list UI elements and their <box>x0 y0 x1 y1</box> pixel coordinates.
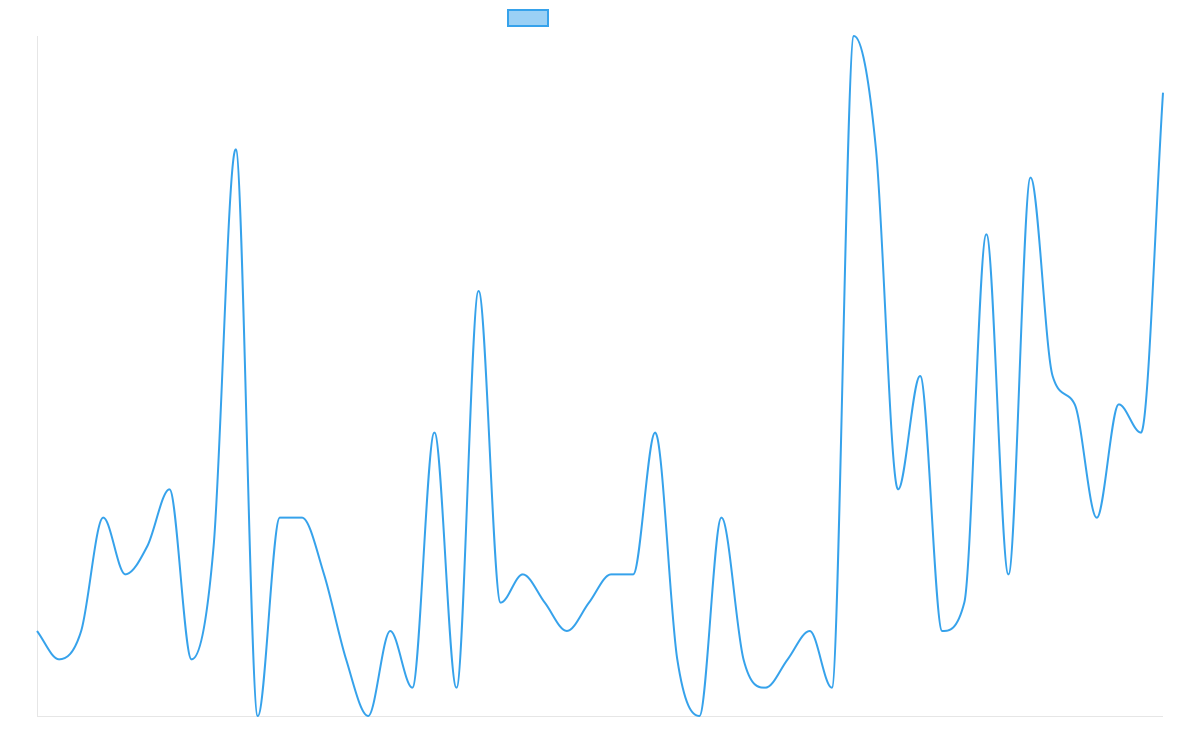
data-point[interactable] <box>387 628 393 634</box>
data-point[interactable] <box>365 713 371 719</box>
data-point[interactable] <box>321 571 327 577</box>
data-point[interactable] <box>851 33 857 39</box>
data-point[interactable] <box>144 543 150 549</box>
data-point[interactable] <box>961 600 967 606</box>
data-point[interactable] <box>829 685 835 691</box>
plot-area <box>34 33 1166 719</box>
data-point[interactable] <box>564 628 570 634</box>
data-point[interactable] <box>233 146 239 152</box>
data-point[interactable] <box>520 571 526 577</box>
data-point[interactable] <box>100 515 106 521</box>
data-point[interactable] <box>741 656 747 662</box>
data-point[interactable] <box>34 628 40 634</box>
data-point[interactable] <box>718 515 724 521</box>
data-point[interactable] <box>608 571 614 577</box>
data-point[interactable] <box>498 600 504 606</box>
data-point[interactable] <box>56 656 62 662</box>
data-point[interactable] <box>1116 401 1122 407</box>
data-point[interactable] <box>189 656 195 662</box>
data-point[interactable] <box>1028 175 1034 181</box>
data-point[interactable] <box>255 713 261 719</box>
data-point[interactable] <box>1050 373 1056 379</box>
data-point[interactable] <box>166 486 172 492</box>
data-point[interactable] <box>785 656 791 662</box>
series-line <box>36 35 1164 717</box>
data-point[interactable] <box>1094 515 1100 521</box>
data-point[interactable] <box>122 571 128 577</box>
chart-axes <box>37 36 1163 717</box>
data-point[interactable] <box>895 486 901 492</box>
data-point[interactable] <box>299 515 305 521</box>
data-point[interactable] <box>343 656 349 662</box>
legend-swatch[interactable] <box>507 9 549 27</box>
data-point[interactable] <box>630 571 636 577</box>
data-point[interactable] <box>652 430 658 436</box>
data-point[interactable] <box>939 628 945 634</box>
data-point[interactable] <box>873 146 879 152</box>
data-point[interactable] <box>763 685 769 691</box>
data-point[interactable] <box>1005 571 1011 577</box>
data-point[interactable] <box>696 713 702 719</box>
data-point[interactable] <box>78 628 84 634</box>
data-point[interactable] <box>409 685 415 691</box>
data-point[interactable] <box>476 288 482 294</box>
data-point[interactable] <box>1138 430 1144 436</box>
data-point[interactable] <box>674 656 680 662</box>
legend[interactable] <box>507 9 549 27</box>
data-point[interactable] <box>1072 401 1078 407</box>
data-point[interactable] <box>211 543 217 549</box>
data-point[interactable] <box>277 515 283 521</box>
data-point[interactable] <box>586 600 592 606</box>
data-point[interactable] <box>453 685 459 691</box>
data-point[interactable] <box>917 373 923 379</box>
data-point[interactable] <box>431 430 437 436</box>
data-point[interactable] <box>1160 90 1166 96</box>
data-point[interactable] <box>983 231 989 237</box>
data-point[interactable] <box>807 628 813 634</box>
data-point[interactable] <box>542 600 548 606</box>
